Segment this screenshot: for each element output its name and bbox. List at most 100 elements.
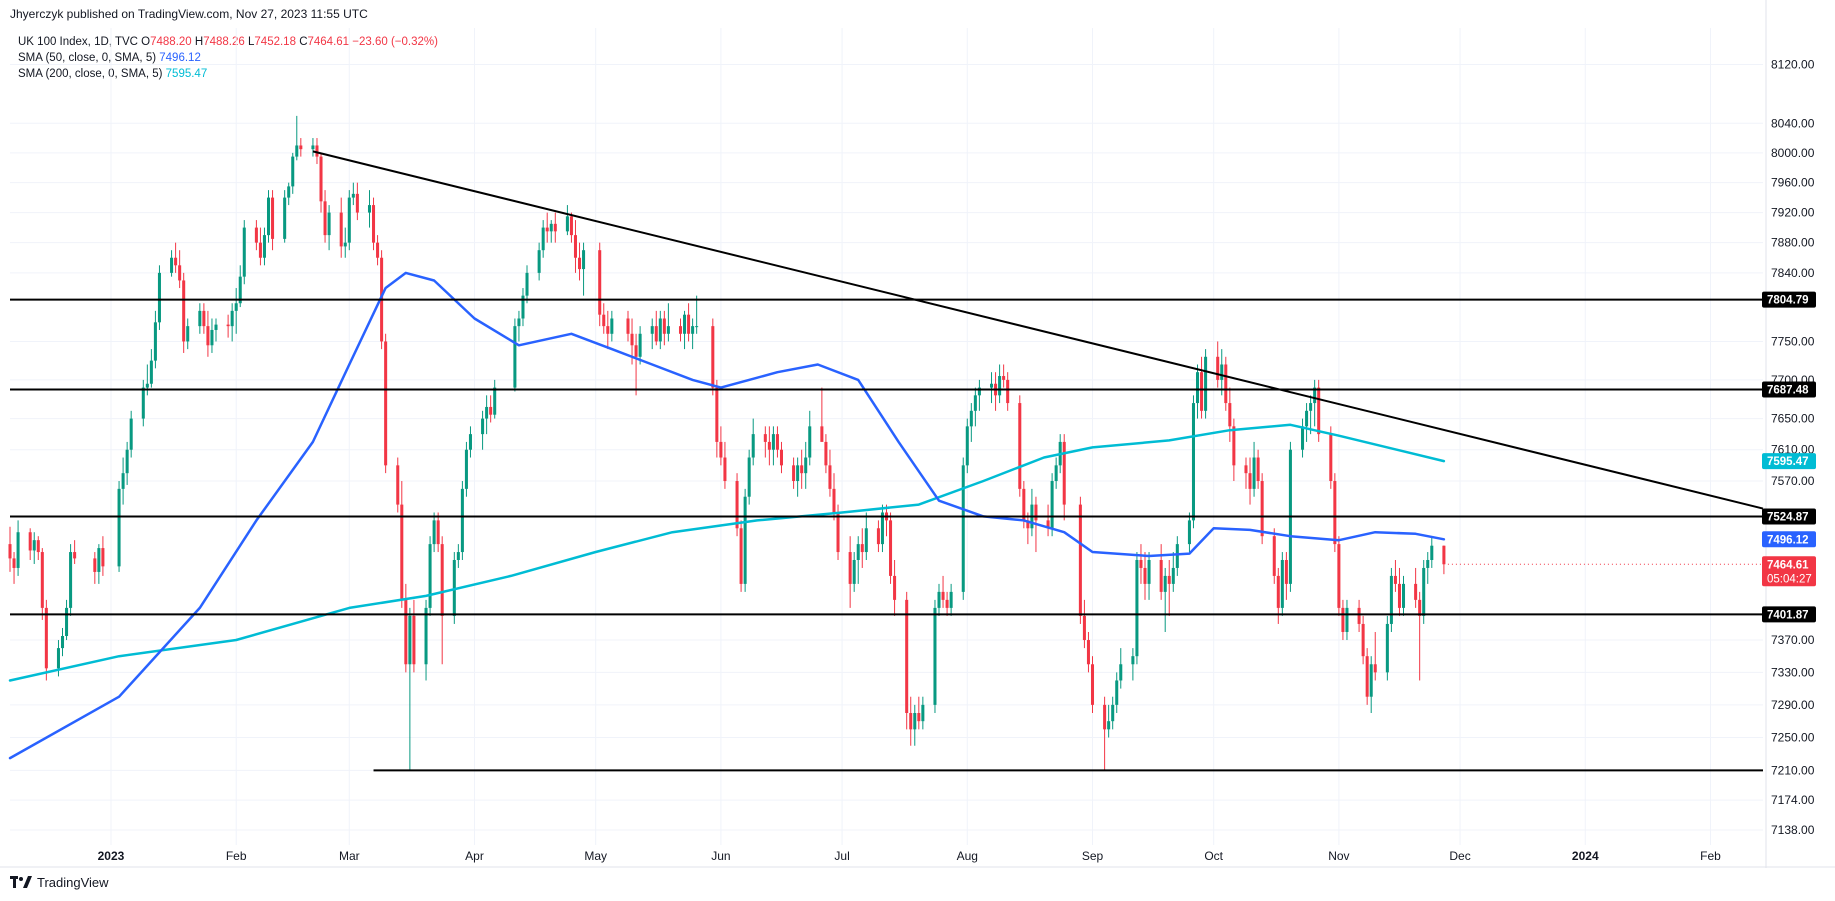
candle-body[interactable]: [355, 193, 359, 213]
candle-body[interactable]: [1414, 583, 1418, 600]
candle-body[interactable]: [65, 607, 69, 637]
candle-body[interactable]: [638, 333, 642, 357]
candle-body[interactable]: [1139, 559, 1143, 568]
candle-body[interactable]: [828, 465, 832, 489]
candle-body[interactable]: [678, 326, 683, 334]
candle-body[interactable]: [60, 636, 65, 649]
candle-body[interactable]: [408, 615, 412, 665]
candle-body[interactable]: [735, 481, 739, 529]
candle-body[interactable]: [97, 548, 101, 572]
candle-body[interactable]: [792, 465, 796, 482]
candle-body[interactable]: [695, 326, 699, 328]
candle-body[interactable]: [800, 465, 804, 474]
candle-body[interactable]: [779, 449, 783, 466]
candle-body[interactable]: [299, 145, 303, 150]
candle-body[interactable]: [1401, 583, 1406, 608]
candle-body[interactable]: [36, 540, 40, 553]
candle-body[interactable]: [206, 326, 210, 346]
candle-body[interactable]: [921, 704, 925, 722]
candle-body[interactable]: [101, 548, 105, 567]
candle-body[interactable]: [598, 250, 602, 315]
candle-body[interactable]: [315, 145, 319, 157]
candle-body[interactable]: [836, 512, 840, 553]
candle-body[interactable]: [319, 156, 323, 202]
candle-body[interactable]: [751, 434, 755, 458]
candle-body[interactable]: [626, 318, 630, 334]
candle-body[interactable]: [16, 532, 20, 568]
candle-body[interactable]: [1272, 536, 1276, 576]
candle-body[interactable]: [553, 223, 557, 232]
candle-body[interactable]: [1220, 364, 1224, 380]
candle-body[interactable]: [824, 441, 828, 466]
candle-body[interactable]: [170, 257, 174, 273]
candle-body[interactable]: [56, 648, 60, 669]
candle-body[interactable]: [121, 473, 125, 489]
candle-body[interactable]: [578, 257, 582, 270]
candle-body[interactable]: [804, 457, 808, 474]
candle-body[interactable]: [1260, 481, 1264, 537]
candle-body[interactable]: [291, 156, 295, 187]
candle-body[interactable]: [481, 418, 485, 435]
candle-body[interactable]: [1115, 680, 1119, 705]
candle-body[interactable]: [210, 329, 214, 346]
candle-body[interactable]: [771, 434, 775, 450]
candle-body[interactable]: [723, 457, 727, 482]
candle-body[interactable]: [650, 326, 654, 334]
sma50-row[interactable]: SMA (50, close, 0, SMA, 5) 7496.12: [18, 50, 438, 66]
candle-body[interactable]: [880, 512, 884, 545]
candle-body[interactable]: [1171, 567, 1175, 584]
candle-body[interactable]: [1054, 465, 1058, 482]
candle-body[interactable]: [254, 227, 258, 243]
candle-body[interactable]: [945, 599, 949, 608]
candle-body[interactable]: [889, 520, 893, 576]
candle-body[interactable]: [432, 520, 436, 545]
candle-body[interactable]: [1244, 465, 1248, 474]
candle-body[interactable]: [1329, 434, 1333, 482]
candle-body[interactable]: [1216, 356, 1220, 380]
candle-body[interactable]: [489, 406, 493, 415]
candle-body[interactable]: [876, 528, 880, 545]
candle-body[interactable]: [856, 544, 860, 560]
candle-body[interactable]: [977, 387, 981, 396]
candle-body[interactable]: [1191, 403, 1195, 521]
candle-body[interactable]: [1107, 721, 1111, 730]
candle-body[interactable]: [654, 326, 658, 342]
candle-body[interactable]: [464, 449, 468, 489]
candle-body[interactable]: [549, 223, 553, 232]
candle-body[interactable]: [1280, 559, 1284, 608]
candle-body[interactable]: [969, 410, 973, 427]
candle-body[interactable]: [1442, 545, 1446, 565]
candle-body[interactable]: [1426, 559, 1430, 568]
candle-body[interactable]: [1232, 426, 1236, 466]
candle-body[interactable]: [28, 532, 32, 551]
candle-body[interactable]: [1301, 426, 1305, 450]
candle-body[interactable]: [864, 528, 868, 553]
candle-body[interactable]: [93, 558, 97, 572]
candle-body[interactable]: [610, 318, 614, 334]
candle-body[interactable]: [311, 145, 315, 150]
candle-body[interactable]: [1313, 387, 1317, 404]
candle-body[interactable]: [242, 227, 246, 277]
candle-body[interactable]: [1006, 379, 1010, 404]
candle-body[interactable]: [634, 345, 638, 357]
candle-body[interactable]: [347, 197, 351, 243]
candle-body[interactable]: [412, 615, 416, 665]
candle-body[interactable]: [1196, 372, 1200, 404]
candle-body[interactable]: [1082, 615, 1086, 641]
candle-body[interactable]: [372, 205, 376, 243]
candle-body[interactable]: [1204, 356, 1208, 411]
candle-body[interactable]: [174, 257, 178, 266]
candle-body[interactable]: [937, 591, 941, 608]
candle-body[interactable]: [1018, 403, 1022, 489]
candle-body[interactable]: [747, 457, 751, 497]
candle-body[interactable]: [933, 607, 937, 705]
candle-body[interactable]: [266, 197, 271, 236]
candle-body[interactable]: [44, 607, 48, 669]
candle-body[interactable]: [1147, 559, 1151, 584]
candle-body[interactable]: [1397, 583, 1401, 608]
candle-body[interactable]: [998, 376, 1002, 396]
candle-body[interactable]: [493, 387, 497, 415]
candle-body[interactable]: [129, 418, 133, 450]
candle-body[interactable]: [157, 272, 161, 323]
candle-body[interactable]: [1418, 599, 1422, 616]
